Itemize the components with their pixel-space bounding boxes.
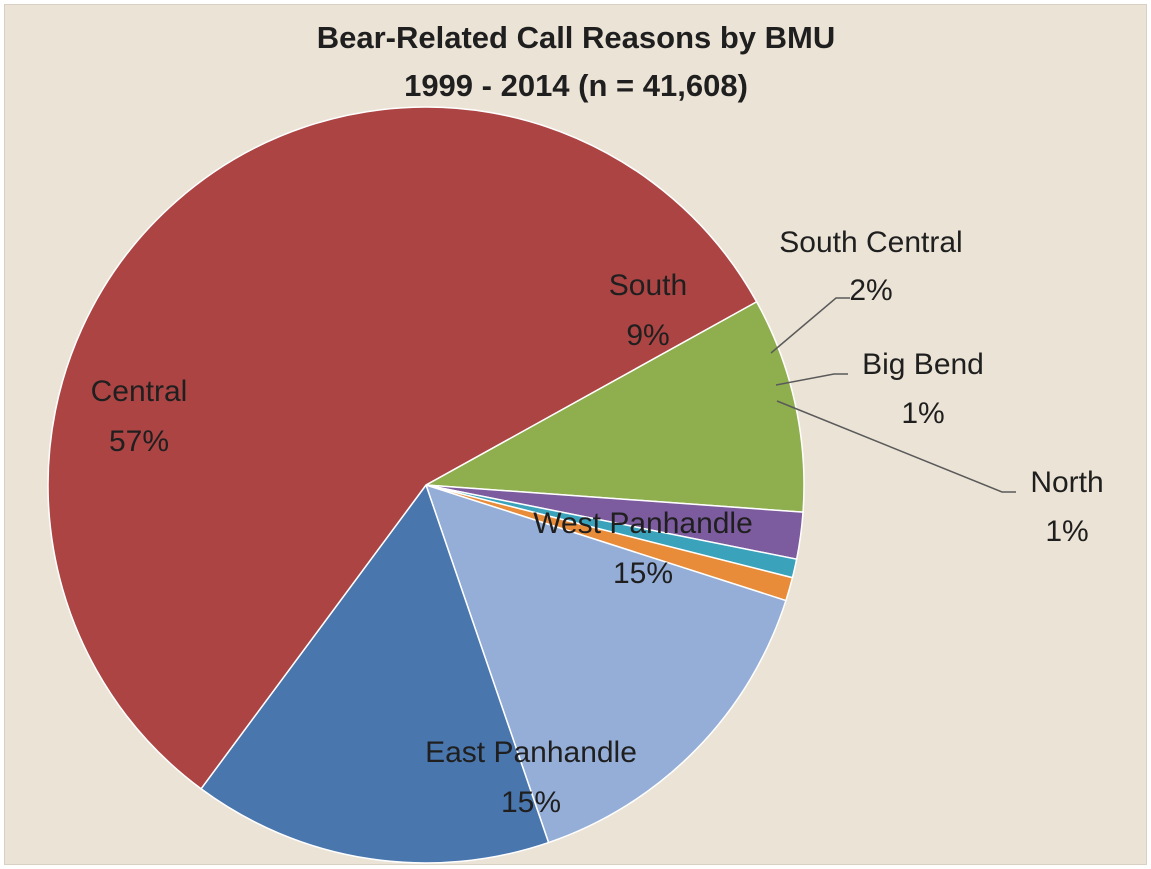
pie-slice-central <box>47 106 758 790</box>
slice-percent-big-bend: 1% <box>901 397 944 430</box>
slice-label-west-panhandle: West Panhandle <box>533 507 753 540</box>
pie-slice-west-panhandle <box>424 483 787 844</box>
slice-percent-south: 9% <box>626 319 669 352</box>
pie-slice-east-panhandle <box>200 483 550 864</box>
leader-line-south-central <box>770 297 850 354</box>
slice-percent-east-panhandle: 15% <box>501 786 561 819</box>
leader-lines <box>770 297 1016 493</box>
chart-subtitle: 1999 - 2014 (n = 41,608) <box>404 68 748 103</box>
leader-line-north <box>776 400 1016 493</box>
slice-labels: South 9% South Central 2% Big Bend 1% North 1% W… <box>91 226 1104 819</box>
slice-label-central: Central <box>91 375 188 408</box>
slice-percent-north: 1% <box>1045 515 1088 548</box>
slice-percent-west-panhandle: 15% <box>613 557 673 590</box>
slice-label-south-central: South Central <box>779 226 962 259</box>
slice-label-east-panhandle: East Panhandle <box>425 736 637 769</box>
slice-label-big-bend: Big Bend <box>862 348 984 381</box>
chart-area: Bear-Related Call Reasons by BMU 1999 - … <box>4 4 1147 865</box>
slice-percent-central: 57% <box>109 425 169 458</box>
pie-slice-south <box>423 300 805 513</box>
slice-label-north: North <box>1030 466 1103 499</box>
slice-percent-south-central: 2% <box>849 274 892 307</box>
pie-slices <box>47 106 805 864</box>
pie-chart: Bear-Related Call Reasons by BMU 1999 - … <box>47 20 1104 864</box>
slice-label-south: South <box>609 269 687 302</box>
chart-title: Bear-Related Call Reasons by BMU <box>317 20 836 55</box>
leader-line-big-bend <box>775 373 848 386</box>
